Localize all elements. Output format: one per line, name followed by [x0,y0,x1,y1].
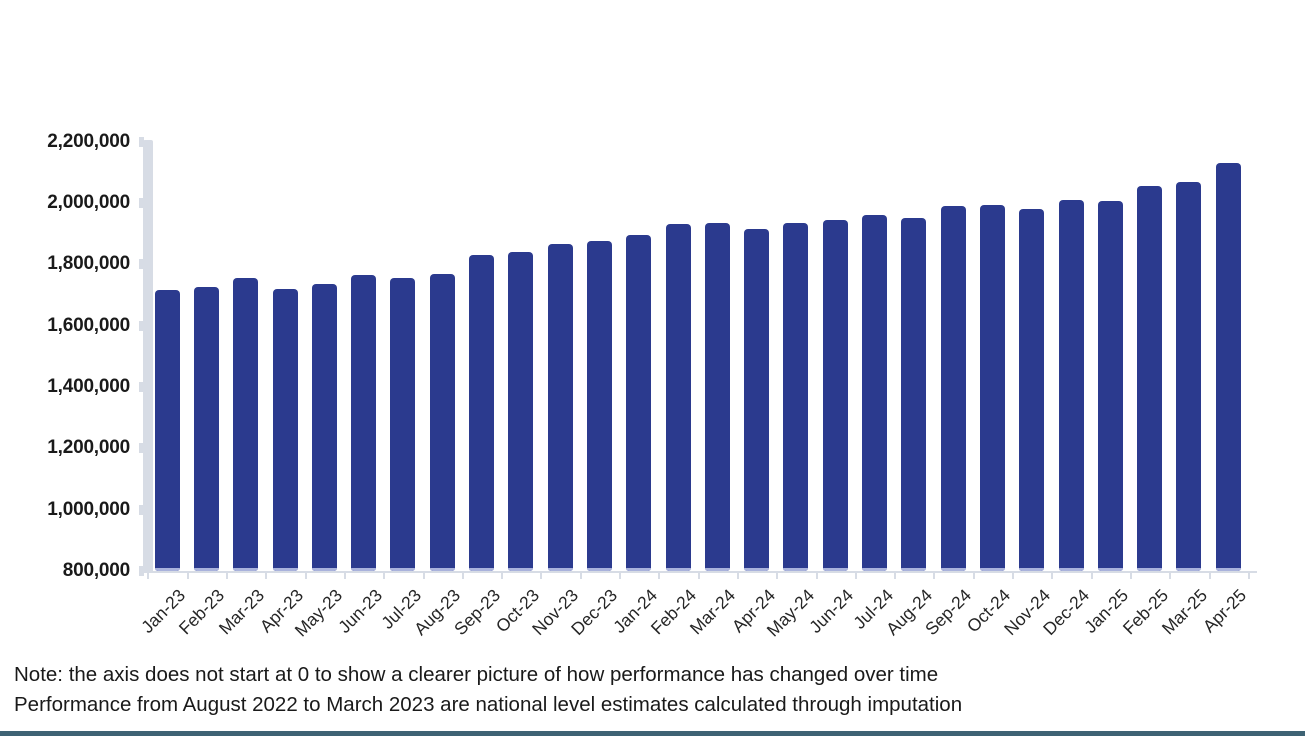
x-tick-mark [579,573,582,579]
x-tick-mark [1051,573,1054,579]
x-axis-tick-label: Jun-24 [805,585,858,637]
bar-Jan-23 [154,290,180,571]
bar-Jun-23 [351,275,377,571]
bar-Dec-23 [586,241,612,571]
bottom-accent-bar [0,731,1305,736]
y-axis-tick-label: 2,000,000 [47,192,130,214]
x-tick-mark [226,573,229,579]
x-tick-mark [933,573,936,579]
bar-Aug-23 [429,273,455,572]
y-axis-tick-label: 1,800,000 [47,253,130,275]
y-axis-tick-label: 1,200,000 [47,437,130,459]
x-tick-mark [422,573,425,579]
bar-Jan-24 [626,235,652,571]
x-tick-mark [461,573,464,579]
y-tick-mark [139,382,144,392]
bar-Jan-25 [1097,201,1123,571]
bar-May-24 [783,222,809,572]
bar-Feb-24 [665,224,691,571]
x-tick-mark [776,573,779,579]
bar-Nov-24 [1019,209,1045,571]
x-tick-mark [501,573,504,579]
bar-Sep-24 [940,206,966,571]
x-tick-mark [540,573,543,579]
bar-Mar-23 [233,278,259,571]
bar-Mar-24 [704,222,730,572]
x-tick-mark [1012,573,1015,579]
bar-Oct-23 [508,252,534,571]
footnote: Note: the axis does not start at 0 to sh… [14,660,1294,720]
y-tick-mark [139,259,144,270]
bar-Dec-24 [1058,199,1084,572]
x-tick-mark [343,573,346,579]
x-tick-mark [1129,573,1132,579]
x-tick-mark [736,573,739,579]
y-axis-tick-label: 2,200,000 [47,130,130,152]
bar-Oct-24 [979,204,1005,572]
x-tick-mark [619,573,622,579]
x-tick-mark [304,573,307,579]
x-tick-mark [815,573,818,579]
bar-Sep-23 [469,255,494,571]
x-tick-mark [894,573,897,579]
x-tick-mark [1090,573,1093,579]
y-axis-tick-label: 1,600,000 [47,314,130,336]
y-axis-tick-label: 800,000 [62,560,130,581]
y-axis-tick-label: 1,000,000 [47,498,130,520]
x-tick-mark [265,573,268,579]
x-tick-mark [972,573,975,579]
x-axis-tick-label: Apr-25 [1199,585,1251,637]
y-tick-mark [139,504,144,515]
x-tick-mark [147,573,150,579]
x-axis-tick-label: Jun-23 [333,585,386,637]
x-tick-mark [697,573,700,579]
x-tick-mark [658,573,661,579]
x-tick-mark [1169,573,1172,579]
bar-Apr-24 [744,229,770,571]
bar-May-23 [311,284,337,571]
bar-Nov-23 [547,244,573,571]
bar-Jul-24 [862,215,887,571]
bar-Mar-25 [1176,181,1202,572]
y-axis-line [143,140,153,573]
bar-Jun-24 [822,219,848,572]
y-tick-mark [139,566,144,576]
bar-Feb-25 [1137,186,1163,571]
y-tick-mark [139,136,144,147]
bar-Jul-23 [390,278,416,571]
y-tick-mark [139,198,144,209]
footnote-line-1: Note: the axis does not start at 0 to sh… [14,663,939,686]
y-tick-mark [139,443,144,454]
x-tick-mark [1247,573,1250,579]
plot-area: 800,000 1,000,000 1,200,000 1,400,000 1,600,… [47,130,1257,640]
y-tick-mark [139,320,144,331]
bar-Apr-25 [1215,163,1241,571]
x-tick-mark [383,573,386,579]
x-tick-mark [854,573,857,579]
y-axis-tick-label: 1,400,000 [47,376,130,397]
x-tick-mark [186,573,189,579]
bar-Feb-23 [193,287,219,571]
x-tick-mark [1208,573,1211,579]
bar-Aug-24 [901,218,927,571]
footnote-line-2: Performance from August 2022 to March 20… [14,693,963,716]
x-axis-line [140,571,1257,573]
bar-Apr-23 [272,288,298,572]
